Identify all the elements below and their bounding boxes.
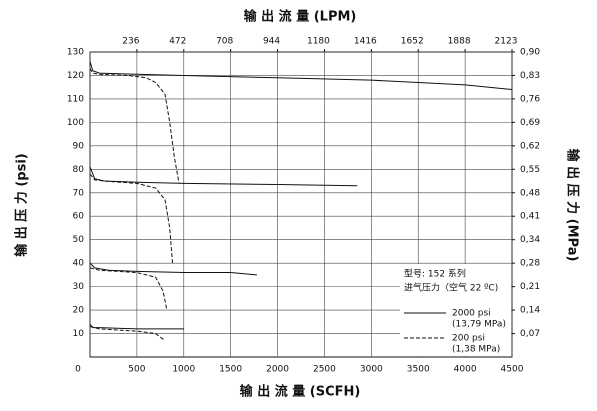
flow-curve (89, 267, 168, 311)
x-tick-label: 0 (75, 365, 81, 375)
y-tick-label: 70 (73, 188, 85, 198)
y2-axis-title: 输 出 压 力 (MPa) (565, 149, 581, 262)
legend-title: 型号: 152 系列 (404, 268, 466, 280)
x-axis-title: 输 出 流 量 (SCFH) (240, 384, 361, 400)
flow-curve (89, 262, 257, 276)
x-tick-label: 4500 (501, 365, 524, 375)
x2-tick-label: 1180 (307, 37, 330, 47)
y2-tick-label: 0,62 (520, 141, 540, 151)
y2-tick-label: 0,69 (520, 118, 540, 128)
x-tick-label: 500 (128, 365, 145, 375)
flow-curve (89, 326, 166, 341)
y2-tick-label: 0,48 (520, 188, 540, 198)
legend-note: (13,79 MPa) (452, 320, 506, 330)
x-tick-label: 2500 (313, 365, 336, 375)
x-tick-label: 3500 (407, 365, 430, 375)
y2-tick-label: 0,41 (520, 212, 540, 222)
y-tick-label: 40 (73, 259, 85, 269)
x2-tick-label: 944 (263, 37, 280, 47)
y2-tick-label: 0,55 (520, 165, 540, 175)
y-tick-label: 50 (73, 235, 85, 245)
y2-tick-label: 0,83 (520, 71, 540, 81)
legend-title: 进气压力（空气 22 ºC) (404, 282, 498, 294)
y-tick-label: 110 (67, 94, 84, 104)
y2-tick-label: 0,90 (520, 48, 540, 58)
y2-tick-label: 0,07 (520, 329, 540, 339)
y-tick-label: 80 (73, 165, 85, 175)
y-tick-label: 60 (73, 212, 85, 222)
flow-curve (89, 61, 513, 91)
y2-tick-label: 0,28 (520, 259, 540, 269)
x-tick-label: 4000 (454, 365, 477, 375)
y-tick-label: 30 (73, 282, 85, 292)
x2-tick-label: 708 (216, 37, 233, 47)
x2-tick-label: 1652 (401, 37, 424, 47)
x-tick-label: 1000 (172, 365, 195, 375)
x2-tick-label: 1888 (448, 37, 471, 47)
legend-label: 2000 psi (452, 309, 491, 319)
y-tick-label: 100 (67, 118, 84, 128)
chart-title: 输 出 流 量 (LPM) (244, 9, 357, 25)
y2-tick-label: 0,21 (520, 282, 540, 292)
flow-curve (89, 173, 174, 264)
flow-curve (89, 166, 358, 187)
x2-tick-label: 2123 (495, 37, 518, 47)
x2-tick-label: 236 (122, 37, 139, 47)
legend-label: 200 psi (452, 334, 485, 344)
flow-curve (89, 68, 180, 184)
x2-tick-label: 1416 (354, 37, 377, 47)
y-tick-label: 90 (73, 141, 85, 151)
x2-tick-label: 472 (169, 37, 186, 47)
legend-note: (1,38 MPa) (452, 345, 500, 355)
y2-tick-label: 0,34 (520, 235, 540, 245)
y-tick-label: 120 (67, 71, 84, 81)
legend-box (400, 264, 511, 356)
y-tick-label: 130 (67, 48, 84, 58)
y2-tick-label: 0,14 (520, 306, 540, 316)
x-tick-label: 2000 (266, 365, 289, 375)
x-tick-label: 1500 (219, 365, 242, 375)
y-tick-label: 20 (73, 306, 85, 316)
y-axis-title: 输 出 压 力 (psi) (14, 153, 30, 257)
x-tick-label: 3000 (360, 365, 383, 375)
y2-tick-label: 0,76 (520, 94, 540, 104)
y-tick-label: 10 (73, 329, 85, 339)
